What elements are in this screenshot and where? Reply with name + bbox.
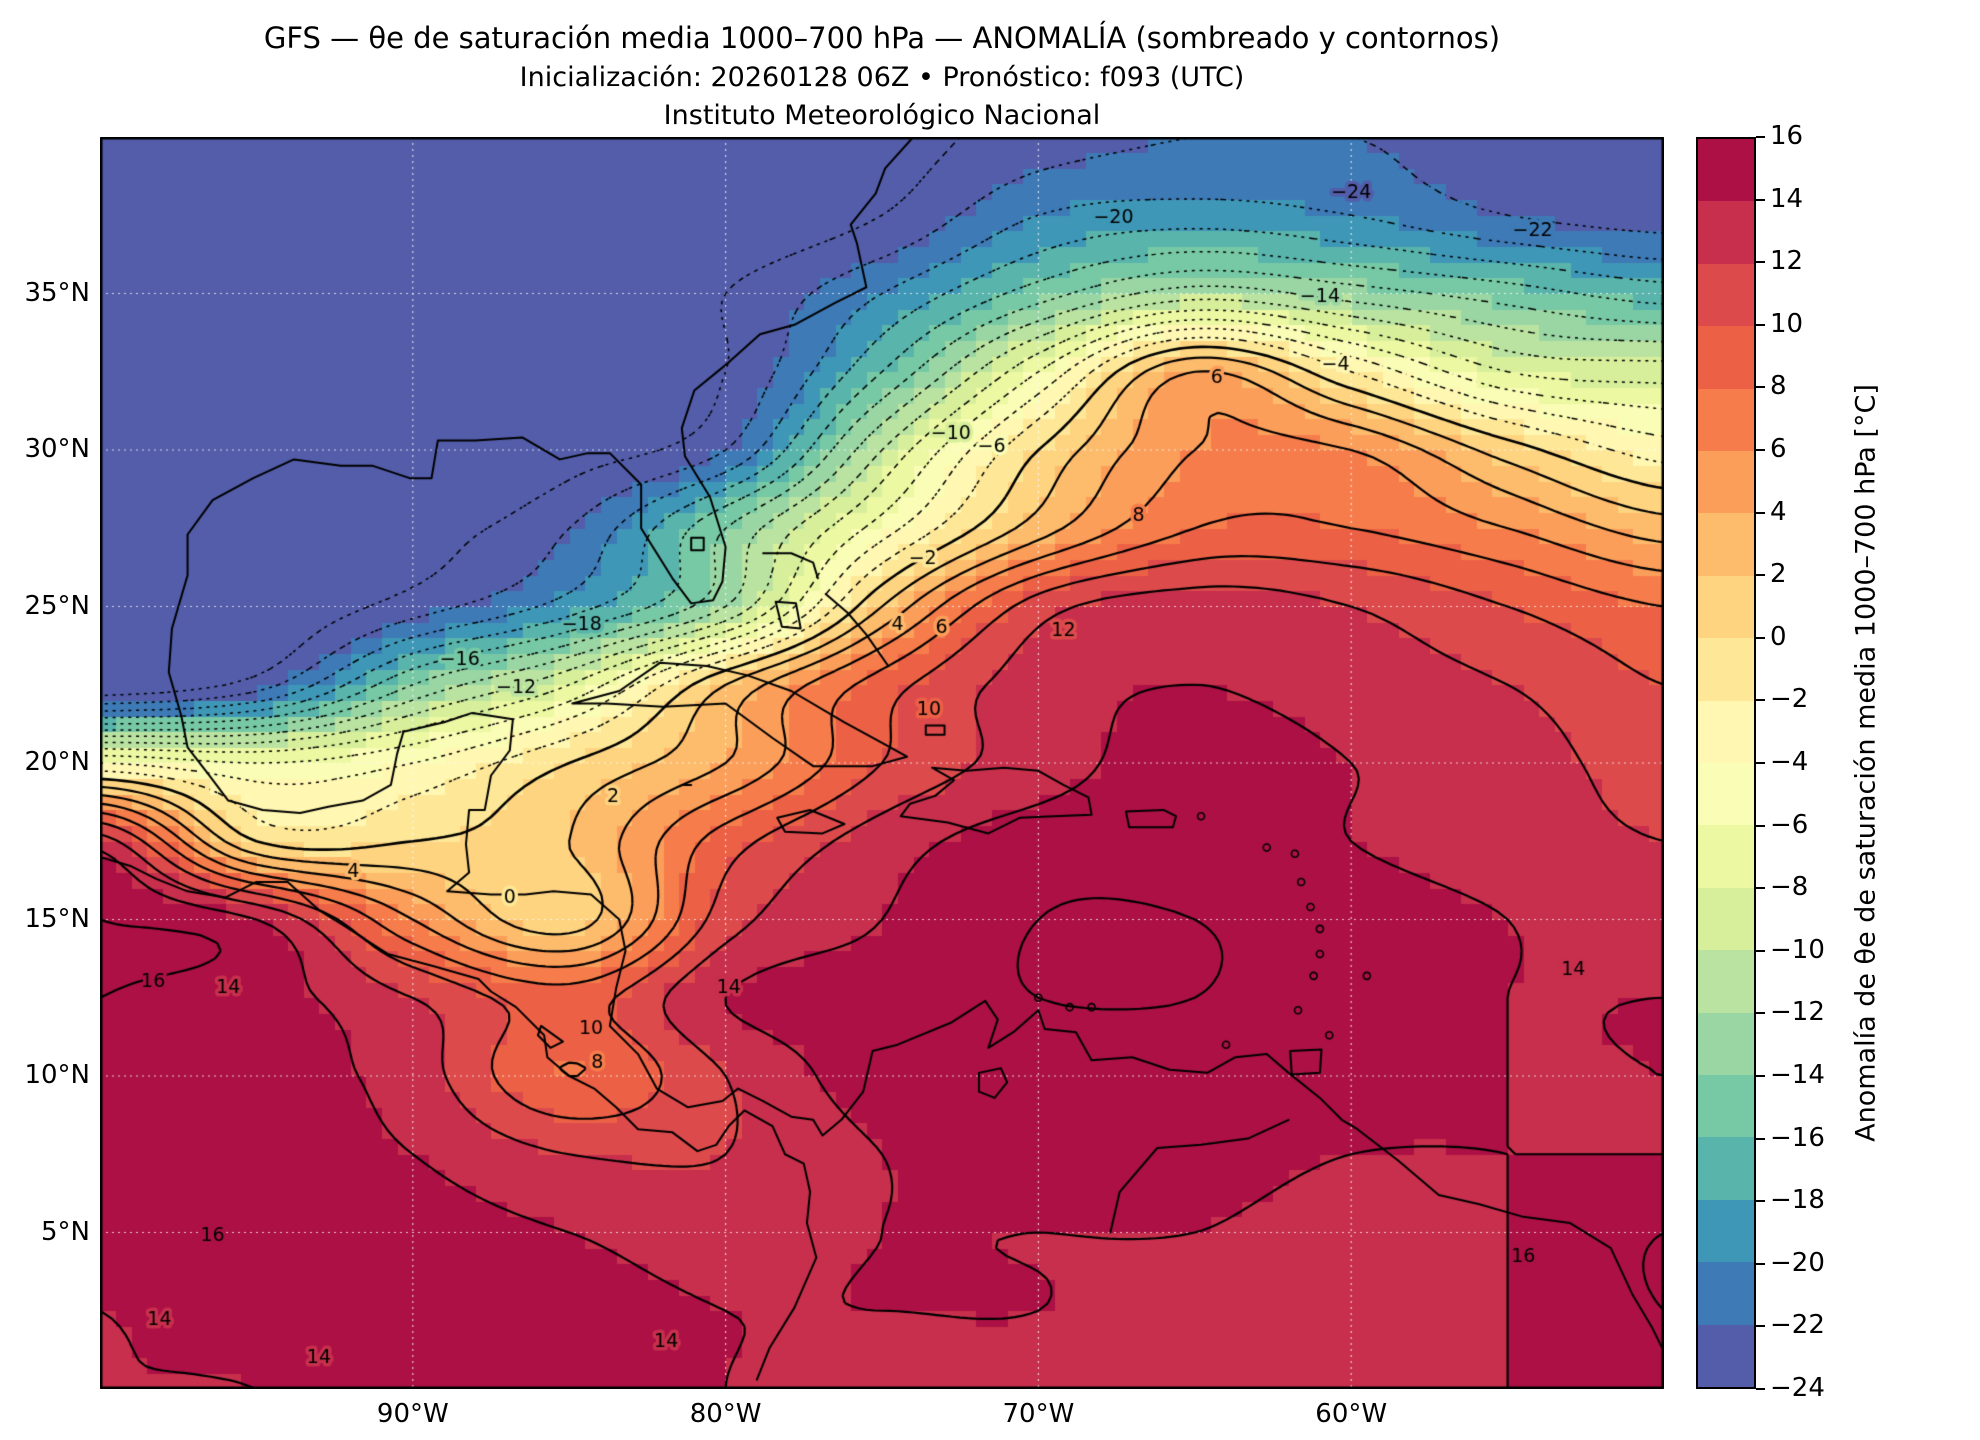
colorbar-tick-mark: [1756, 1012, 1765, 1015]
colorbar-tick-mark: [1756, 1200, 1765, 1203]
colorbar-segment: [1698, 825, 1754, 889]
colorbar-tick-mark: [1756, 1325, 1765, 1328]
colorbar-tick-mark: [1756, 511, 1765, 514]
colorbar-tick-label: −8: [1770, 872, 1809, 903]
colorbar-segment: [1698, 1137, 1754, 1201]
colorbar-tick-label: 12: [1770, 246, 1804, 277]
colorbar-segment: [1698, 1075, 1754, 1138]
map-plot: [100, 137, 1664, 1389]
colorbar-tick-mark: [1756, 323, 1765, 326]
colorbar-tick-mark: [1756, 636, 1765, 639]
lon-tick-label: 60°W: [1315, 1399, 1388, 1429]
colorbar-tick-label: 16: [1770, 121, 1804, 151]
colorbar-segment: [1698, 950, 1754, 1014]
lat-tick-label: 10°N: [24, 1060, 90, 1090]
colorbar-segment: [1698, 513, 1754, 577]
colorbar-tick-mark: [1756, 136, 1765, 138]
colorbar-tick-label: 2: [1770, 559, 1787, 590]
lat-tick-label: 25°N: [24, 590, 90, 621]
lon-tick-label: 80°W: [689, 1399, 762, 1429]
colorbar-tick-label: −4: [1770, 747, 1809, 777]
colorbar-segment: [1698, 575, 1754, 639]
colorbar-segment: [1698, 700, 1754, 764]
colorbar-segment: [1698, 388, 1754, 452]
colorbar-tick-mark: [1756, 198, 1765, 201]
colorbar-segment: [1698, 326, 1754, 390]
colorbar-tick-label: −24: [1770, 1373, 1825, 1403]
lat-tick-label: 35°N: [24, 277, 90, 308]
colorbar-segment: [1698, 638, 1754, 702]
colorbar-tick-mark: [1756, 762, 1765, 764]
colorbar-tick-mark: [1756, 574, 1765, 577]
colorbar-tick-label: −18: [1770, 1185, 1825, 1216]
colorbar-tick-label: 8: [1770, 371, 1787, 402]
lon-tick-label: 70°W: [1002, 1399, 1075, 1429]
colorbar-tick-label: −6: [1770, 809, 1809, 840]
colorbar-tick-label: 14: [1770, 183, 1804, 214]
colorbar-segment: [1698, 451, 1754, 514]
colorbar-tick-mark: [1756, 386, 1765, 389]
colorbar-tick-mark: [1756, 261, 1765, 264]
lat-tick-label: 20°N: [24, 747, 90, 777]
colorbar-tick-label: −2: [1770, 684, 1809, 715]
chart-subtitle: Inicialización: 20260128 06Z • Pronóstic…: [519, 62, 1245, 93]
colorbar-segment: [1698, 887, 1754, 951]
colorbar-tick-mark: [1756, 449, 1765, 451]
colorbar-segment: [1698, 1262, 1754, 1326]
colorbar-tick-mark: [1756, 1388, 1765, 1390]
colorbar-tick-label: −10: [1770, 934, 1825, 965]
colorbar-segment: [1698, 1199, 1754, 1263]
lat-tick-label: 30°N: [24, 434, 90, 464]
colorbar-title: Anomalía de θe de saturación media 1000–…: [1850, 384, 1882, 1142]
colorbar-tick-mark: [1756, 824, 1765, 827]
colorbar-tick-label: −20: [1770, 1247, 1825, 1278]
colorbar-segment: [1698, 263, 1754, 327]
chart-institution: Instituto Meteorológico Nacional: [663, 100, 1101, 131]
colorbar-tick-label: 0: [1770, 621, 1787, 652]
lon-tick-label: 90°W: [376, 1399, 449, 1429]
map-canvas: [100, 137, 1664, 1389]
colorbar-segment: [1698, 763, 1754, 826]
colorbar-tick-label: 4: [1770, 496, 1787, 527]
colorbar-segment: [1698, 1012, 1754, 1076]
colorbar-tick-mark: [1756, 1075, 1765, 1077]
lat-tick-label: 5°N: [41, 1216, 90, 1247]
title-block: GFS — θe de saturación media 1000–700 hP…: [100, 20, 1664, 133]
colorbar-tick-mark: [1756, 699, 1765, 702]
colorbar-tick-label: 6: [1770, 434, 1787, 464]
colorbar-tick-label: −22: [1770, 1310, 1825, 1341]
colorbar-tick-mark: [1756, 1137, 1765, 1140]
colorbar-tick-mark: [1756, 1262, 1765, 1265]
colorbar: [1696, 137, 1756, 1389]
colorbar-tick-label: 10: [1770, 308, 1804, 339]
lat-tick-label: 15°N: [24, 903, 90, 934]
colorbar-tick-mark: [1756, 887, 1765, 890]
colorbar-tick-label: −16: [1770, 1122, 1825, 1153]
colorbar-segment: [1698, 1324, 1754, 1388]
colorbar-segment: [1698, 201, 1754, 265]
colorbar-segment: [1698, 139, 1754, 202]
chart-title: GFS — θe de saturación media 1000–700 hP…: [263, 21, 1501, 55]
colorbar-tick-label: −14: [1770, 1060, 1825, 1090]
colorbar-tick-mark: [1756, 949, 1765, 952]
colorbar-tick-label: −12: [1770, 997, 1825, 1028]
